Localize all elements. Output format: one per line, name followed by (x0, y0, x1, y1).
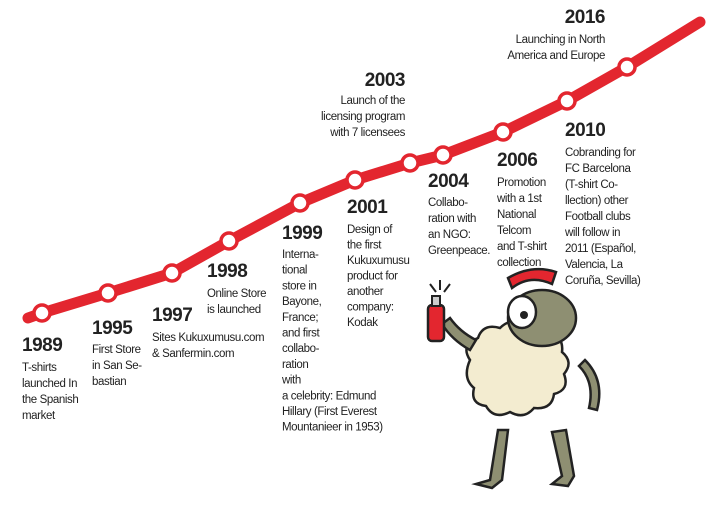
event-description: product for (347, 271, 398, 283)
event-description: Sites Kukuxumusu.com (152, 332, 264, 344)
event-description: FC Barcelona (565, 163, 632, 175)
milestone-dot (493, 122, 513, 142)
event-description: with 7 licensees (329, 127, 405, 139)
event-description: Launching in North (516, 34, 605, 46)
event-labels: 1989 T-shirts launched In the Spanish market… (22, 7, 641, 434)
milestone-dot (345, 170, 365, 190)
event-description: Valencia, La (565, 259, 624, 271)
event-description: Kukuxumusu (347, 255, 409, 267)
event-description: ration with (428, 213, 476, 225)
event-description: Collabo- (428, 197, 468, 209)
event-description: ration (282, 359, 308, 371)
event-year: 2006 (497, 150, 537, 171)
milestone-dot (290, 193, 310, 213)
event-year: 1995 (92, 318, 133, 339)
event-description: Hillary (First Everest (282, 406, 378, 418)
event-description: First Store (92, 344, 141, 356)
event-description: tional (282, 265, 307, 277)
event-description: market (22, 410, 56, 422)
event-description: store in (282, 280, 317, 292)
event-description: (T-shirt Co- (565, 179, 618, 191)
event-year: 2001 (347, 197, 388, 218)
event-description: & Sanfermin.com (152, 348, 234, 360)
event-description: an NGO: (428, 229, 471, 241)
event-description: the Spanish (22, 394, 78, 406)
event-description: licensing program (321, 111, 405, 123)
event-description: Online Store (207, 288, 266, 300)
event-description: 2011 (Español, (565, 243, 636, 255)
event-description: France; (282, 312, 318, 324)
event-description: another (347, 286, 384, 298)
event-description: and T-shirt (497, 241, 548, 253)
event-description: Mountanieer in 1953) (282, 422, 383, 434)
event-year: 1989 (22, 335, 62, 356)
milestone-dot (98, 283, 118, 303)
event-description: Telcom (497, 225, 531, 237)
event-description: will follow in (564, 227, 620, 239)
event-description: National (497, 209, 536, 221)
milestone-dot (400, 153, 420, 173)
milestone-dot (617, 57, 637, 77)
event-year: 2003 (365, 70, 405, 91)
event-year: 2016 (565, 7, 605, 28)
event-year: 2010 (565, 120, 605, 141)
event-description: Cobranding for (565, 147, 636, 159)
event-year: 1997 (152, 305, 192, 326)
milestone-dot (162, 263, 182, 283)
event-description: in San Se- (92, 360, 142, 372)
event-description: Bayone, (282, 296, 322, 308)
sheep-illustration (426, 267, 601, 490)
event-description: Football clubs (565, 211, 631, 223)
event-description: llection) other (565, 195, 629, 207)
milestone-dot (219, 231, 239, 251)
event-description: a celebrity: Edmund (282, 390, 376, 402)
event-year: 2004 (428, 171, 469, 192)
milestone-dot (32, 303, 52, 323)
event-description: company: (347, 302, 394, 314)
event-description: Coruña, Sevilla) (565, 275, 641, 287)
event-year: 1999 (282, 223, 322, 244)
event-description: America and Europe (507, 50, 605, 62)
event-description: Interna- (282, 249, 319, 261)
event-description: is launched (207, 304, 261, 316)
event-description: bastian (92, 376, 126, 388)
event-description: with a 1st (496, 193, 543, 205)
event-description: T-shirts (22, 362, 57, 374)
event-description: with (281, 375, 301, 387)
event-description: the first (347, 240, 382, 252)
event-year: 1998 (207, 261, 247, 282)
event-description: collabo- (282, 343, 320, 355)
event-description: and first (282, 328, 321, 340)
milestone-dot (557, 91, 577, 111)
event-description: Promotion (497, 177, 546, 189)
event-description: Greenpeace. (428, 245, 490, 257)
event-description: Launch of the (341, 95, 406, 107)
event-description: collection (497, 257, 541, 269)
event-description: Design of (347, 224, 393, 236)
milestone-dot (433, 145, 453, 165)
event-description: launched In (22, 378, 77, 390)
timeline-track (22, 16, 706, 324)
event-description: Kodak (347, 317, 378, 329)
